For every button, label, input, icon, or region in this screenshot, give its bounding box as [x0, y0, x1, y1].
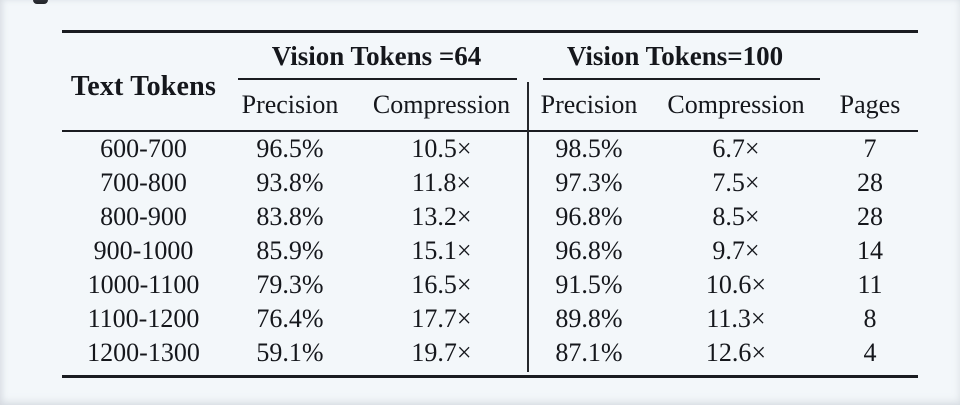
cell-compression-64: 13.2×	[411, 202, 472, 231]
cell-text-tokens: 900-1000	[93, 236, 194, 265]
cell-text-tokens: 1200-1300	[87, 338, 200, 367]
cell-compression-64: 16.5×	[411, 270, 472, 299]
cell-precision-64: 76.4%	[256, 304, 324, 333]
cell-pages: 7	[863, 134, 877, 163]
cmidrule-group-100	[543, 78, 820, 80]
cell-compression-100: 12.6×	[705, 338, 767, 367]
cell-precision-100: 97.3%	[555, 168, 623, 197]
cell-pages: 28	[857, 202, 883, 231]
table-row: 600-700 96.5% 10.5× 98.5% 6.7× 7	[62, 132, 918, 166]
cell-pages: 14	[857, 236, 883, 265]
cell-precision-64: 83.8%	[256, 202, 324, 231]
cell-compression-64: 15.1×	[411, 236, 472, 265]
group-header-label: Vision Tokens=100	[566, 41, 784, 71]
table-row: 800-900 83.8% 13.2× 96.8% 8.5× 28	[62, 200, 918, 234]
cell-compression-100: 8.5×	[712, 202, 760, 231]
table-bottom-rule	[62, 375, 918, 378]
table-row: 1000-1100 79.3% 16.5× 91.5% 10.6× 11	[62, 268, 918, 302]
cmidrule-group-64	[238, 78, 517, 80]
table-row: 1200-1300 59.1% 19.7× 87.1% 12.6× 4	[62, 336, 918, 370]
cell-text-tokens: 600-700	[100, 134, 187, 163]
cell-precision-100: 96.8%	[555, 202, 623, 231]
column-header-compression-100: Compression	[667, 90, 805, 119]
column-header-precision-100: Precision	[540, 90, 638, 119]
cell-precision-64: 79.3%	[256, 270, 324, 299]
cell-pages: 28	[857, 168, 883, 197]
cell-precision-64: 59.1%	[256, 338, 324, 367]
cell-pages: 8	[863, 304, 877, 333]
cell-precision-64: 93.8%	[256, 168, 324, 197]
group-header-vision-tokens-64: Vision Tokens =64	[225, 33, 528, 80]
cell-precision-100: 89.8%	[555, 304, 623, 333]
cell-precision-64: 96.5%	[256, 134, 324, 163]
table-header: Text Tokens Vision Tokens =64 Vision Tok…	[62, 33, 918, 130]
column-header-text-tokens: Text Tokens	[70, 70, 217, 102]
cell-precision-100: 96.8%	[555, 236, 623, 265]
cell-compression-64: 11.8×	[411, 168, 472, 197]
cell-compression-100: 7.5×	[712, 168, 760, 197]
cell-compression-100: 6.7×	[712, 134, 760, 163]
results-table: Text Tokens Vision Tokens =64 Vision Tok…	[62, 30, 918, 378]
table-row: 900-1000 85.9% 15.1× 96.8% 9.7× 14	[62, 234, 918, 268]
cell-compression-100: 11.3×	[706, 304, 766, 333]
table-top-rule	[62, 30, 918, 33]
table-mid-rule	[62, 130, 918, 132]
cell-precision-64: 85.9%	[256, 236, 324, 265]
column-header-compression-64: Compression	[372, 90, 511, 119]
cell-compression-64: 19.7×	[411, 338, 472, 367]
column-header-precision-64: Precision	[241, 90, 339, 119]
cell-precision-100: 87.1%	[555, 338, 623, 367]
cell-compression-64: 10.5×	[411, 134, 472, 163]
group-header-label: Vision Tokens =64	[271, 41, 482, 71]
cropped-text-fragment	[33, 0, 48, 4]
cell-text-tokens: 1100-1200	[87, 304, 200, 333]
table-body: 600-700 96.5% 10.5× 98.5% 6.7× 7 700-800…	[62, 132, 918, 370]
table-row: 700-800 93.8% 11.8× 97.3% 7.5× 28	[62, 166, 918, 200]
cell-compression-100: 10.6×	[705, 270, 767, 299]
cell-compression-64: 17.7×	[411, 304, 472, 333]
cell-precision-100: 98.5%	[555, 134, 623, 163]
column-header-pages: Pages	[839, 90, 901, 119]
cell-precision-100: 91.5%	[555, 270, 623, 299]
cell-text-tokens: 700-800	[100, 168, 187, 197]
cell-pages: 11	[857, 270, 883, 299]
table-row: 1100-1200 76.4% 17.7× 89.8% 11.3× 8	[62, 302, 918, 336]
cell-text-tokens: 800-900	[100, 202, 187, 231]
group-header-vision-tokens-100: Vision Tokens=100	[528, 33, 822, 80]
group-divider-line	[527, 82, 529, 372]
cell-text-tokens: 1000-1100	[87, 270, 200, 299]
cell-compression-100: 9.7×	[712, 236, 760, 265]
cell-pages: 4	[863, 338, 877, 367]
